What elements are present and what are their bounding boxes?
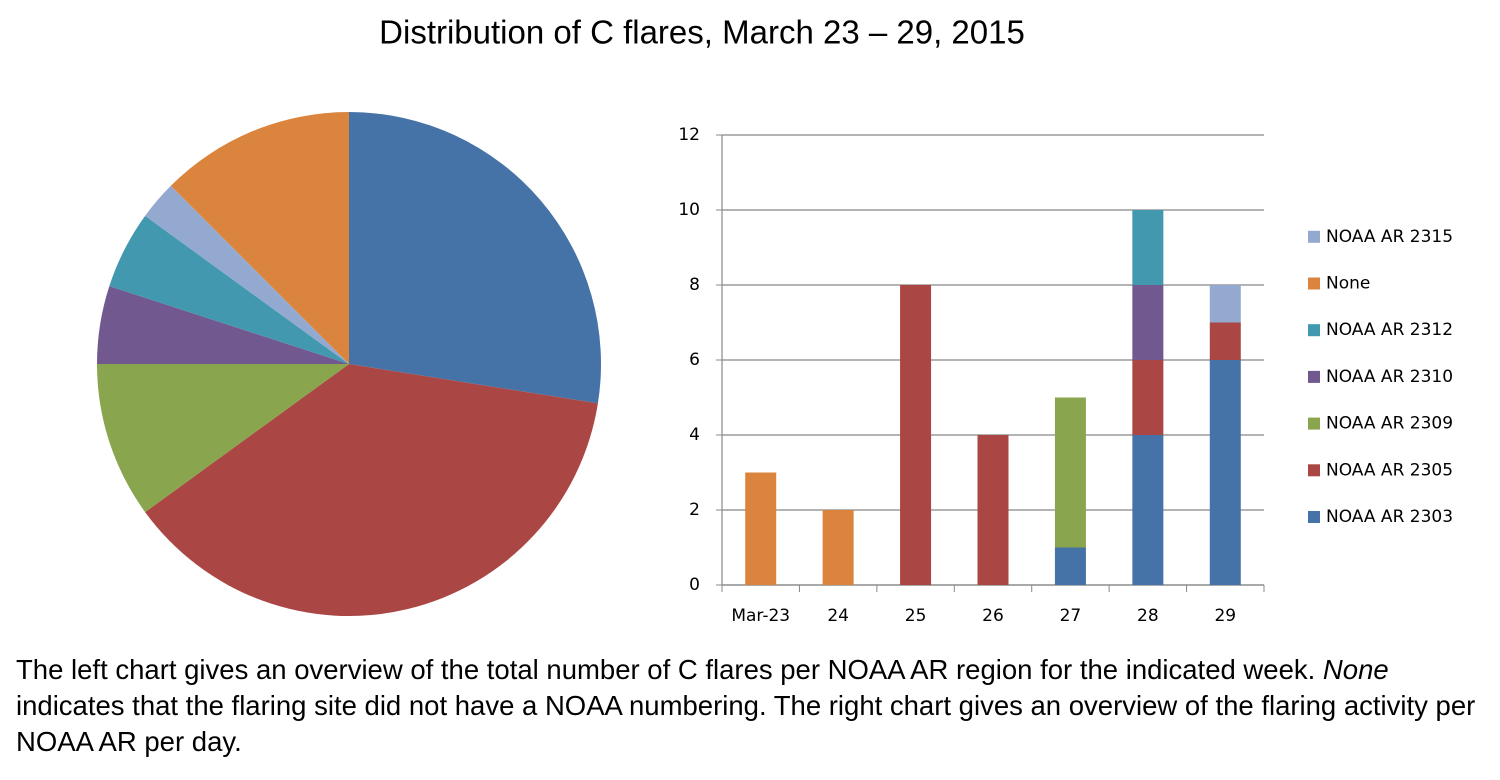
pie-slice	[349, 112, 601, 404]
bar-segment	[900, 285, 932, 585]
pie-slice	[170, 112, 349, 364]
bar-segment	[1209, 285, 1241, 323]
bar-segment	[1132, 285, 1164, 360]
bar-segment	[1132, 435, 1164, 585]
pie-slice	[97, 364, 349, 513]
bar-segment	[1209, 322, 1241, 360]
pie-slice	[97, 286, 349, 364]
legend-label: NOAA AR 2315	[1326, 227, 1453, 247]
legend-label: NOAA AR 2309	[1326, 414, 1453, 434]
legend-swatch	[1308, 511, 1320, 523]
x-tick-label: Mar-23	[731, 606, 790, 626]
x-tick-label: 29	[1214, 606, 1236, 626]
caption: The left chart gives an overview of the …	[16, 652, 1491, 760]
bar-segment	[1054, 547, 1086, 585]
caption-text: indicates that the flaring site did not …	[16, 690, 1476, 757]
legend-label: NOAA AR 2303	[1326, 507, 1453, 527]
bar-segment	[745, 472, 777, 585]
x-tick-label: 24	[827, 606, 849, 626]
caption-emphasis: None	[1322, 654, 1389, 685]
x-tick-label: 26	[982, 606, 1004, 626]
legend-swatch	[1308, 324, 1320, 337]
y-tick-label: 2	[689, 500, 700, 520]
pie-slice	[145, 185, 349, 364]
caption-text: The left chart gives an overview of the …	[16, 654, 1323, 685]
legend-swatch	[1308, 230, 1320, 243]
y-tick-label: 10	[678, 200, 700, 220]
bar-segment	[1132, 360, 1164, 435]
pie-slice	[145, 364, 598, 617]
legend-label: NOAA AR 2305	[1326, 460, 1453, 480]
y-tick-label: 0	[689, 575, 700, 595]
y-tick-label: 6	[689, 350, 700, 370]
y-tick-label: 4	[689, 425, 700, 445]
legend-swatch	[1308, 417, 1320, 430]
legend-label: None	[1326, 274, 1370, 294]
legend-label: NOAA AR 2310	[1326, 367, 1453, 387]
legend-swatch	[1308, 370, 1320, 383]
y-tick-label: 12	[678, 125, 700, 145]
legend-label: NOAA AR 2312	[1326, 320, 1453, 340]
x-tick-label: 28	[1137, 606, 1159, 626]
title: Distribution of C flares, March 23 – 29,…	[379, 14, 1025, 51]
charts: Distribution of C flares, March 23 – 29,…	[97, 14, 1453, 626]
bar-segment	[977, 435, 1009, 585]
pie-slice	[109, 215, 349, 364]
y-tick-label: 8	[689, 275, 700, 295]
x-tick-label: 25	[905, 606, 927, 626]
bar-segment	[1054, 397, 1086, 548]
legend-swatch	[1308, 277, 1320, 290]
legend-swatch	[1308, 464, 1320, 477]
bar-segment	[822, 510, 854, 585]
bar-segment	[1132, 210, 1164, 285]
bar-segment	[1209, 360, 1241, 585]
x-tick-label: 27	[1060, 606, 1082, 626]
